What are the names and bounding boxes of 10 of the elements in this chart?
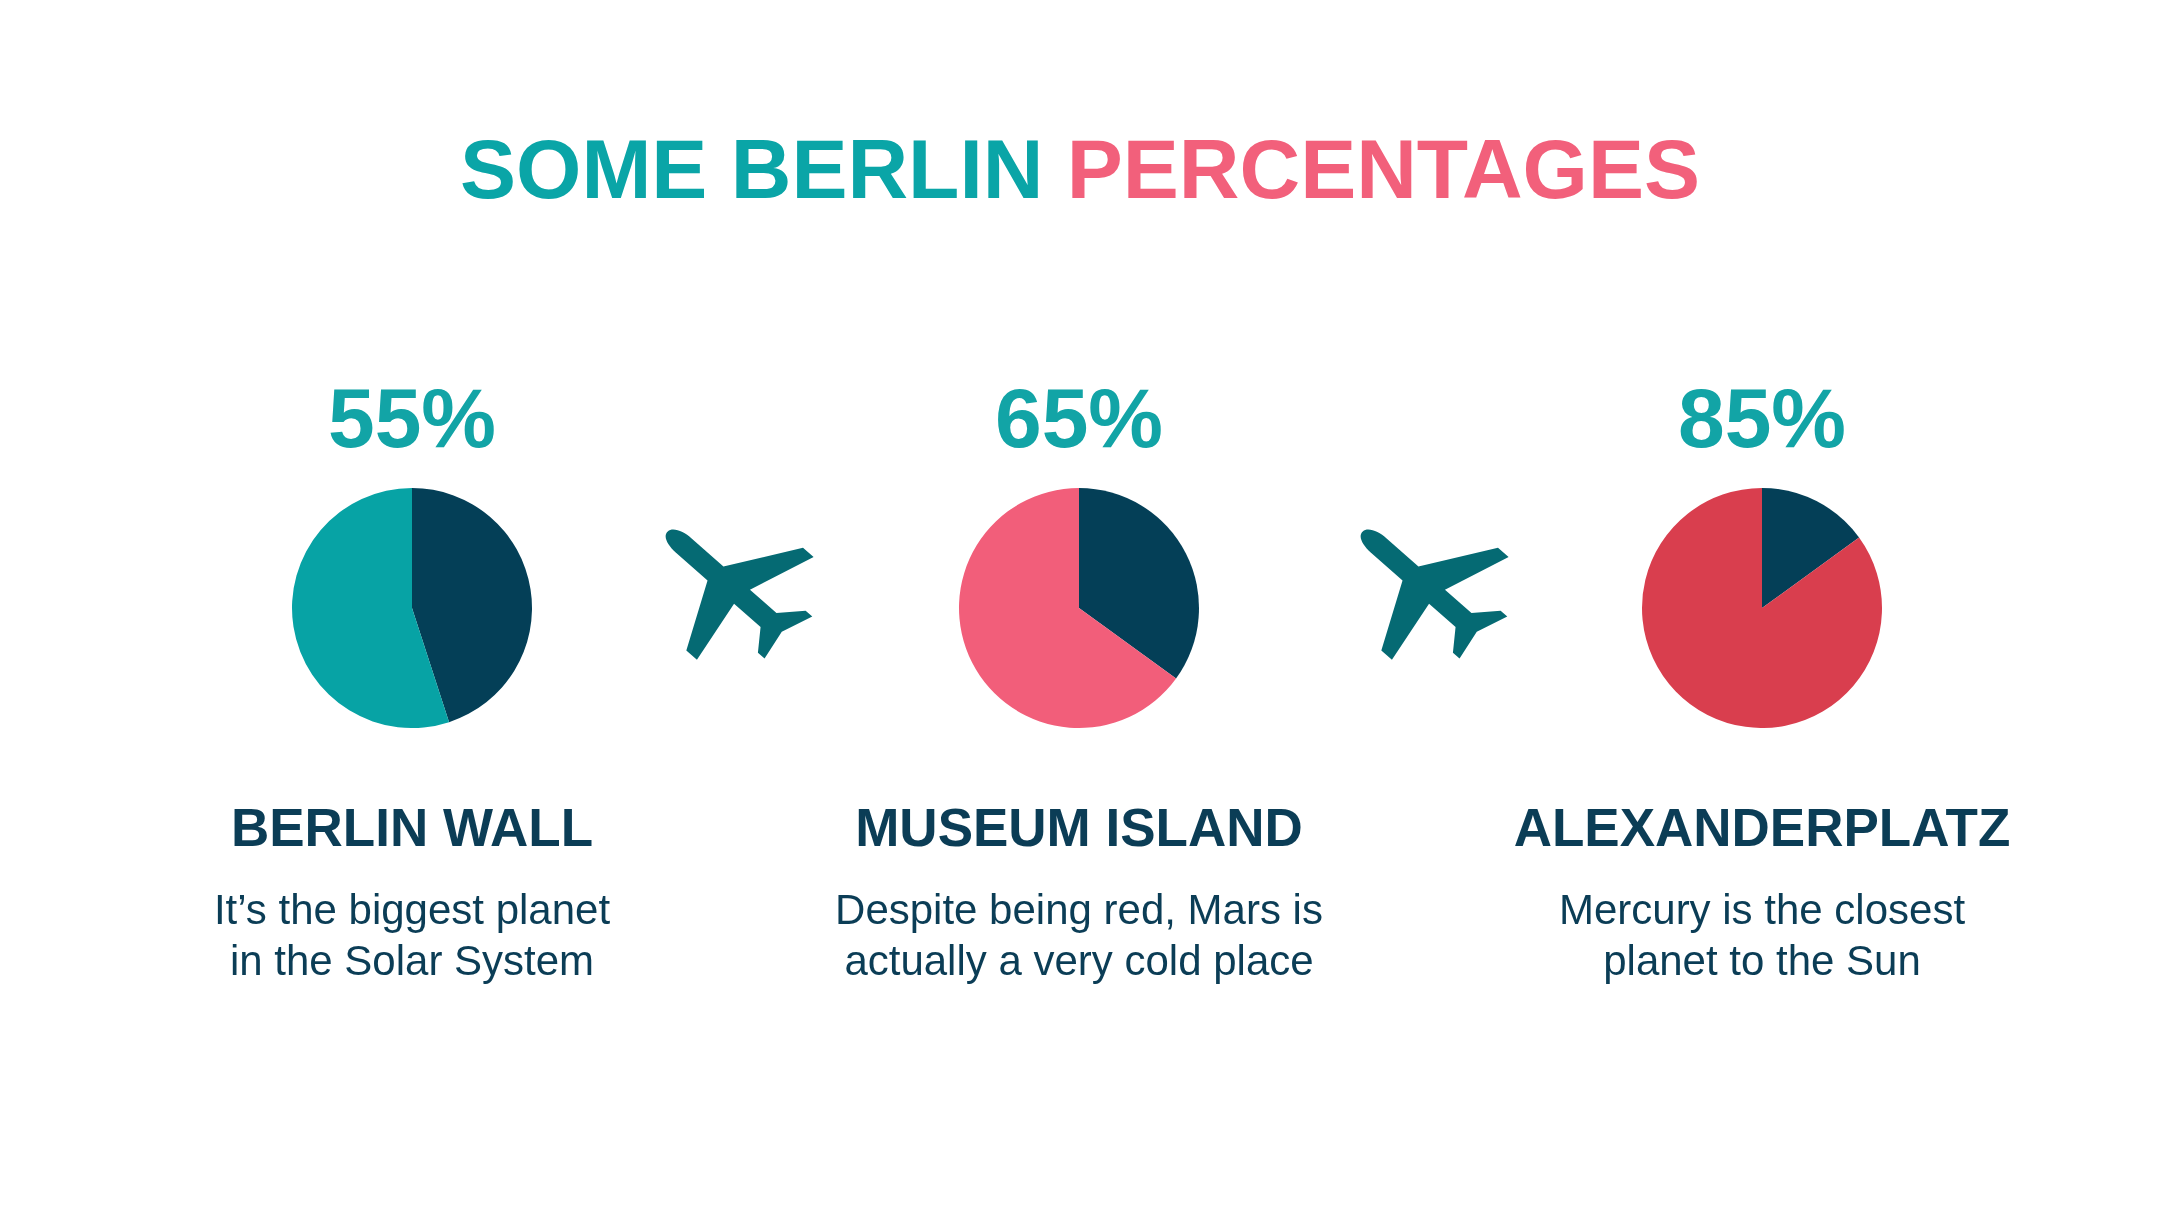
text: It’s the biggest planet in the Solar System [212,885,612,986]
text: BERLIN WALL [229,798,595,858]
text: Mercury is the closest planet to the Sun [1557,885,1967,986]
text: MUSEUM ISLAND [854,798,1304,858]
text: ALEXANDERPLATZ [1512,798,2012,858]
data-label: 55% [327,371,497,465]
data-label: 65% [994,371,1164,465]
text: Despite being red, Mars is actually a very cold place [834,885,1324,986]
data-label: 85% [1677,371,1847,465]
text: SOME BERLIN PERCENTAGES [460,122,1700,216]
